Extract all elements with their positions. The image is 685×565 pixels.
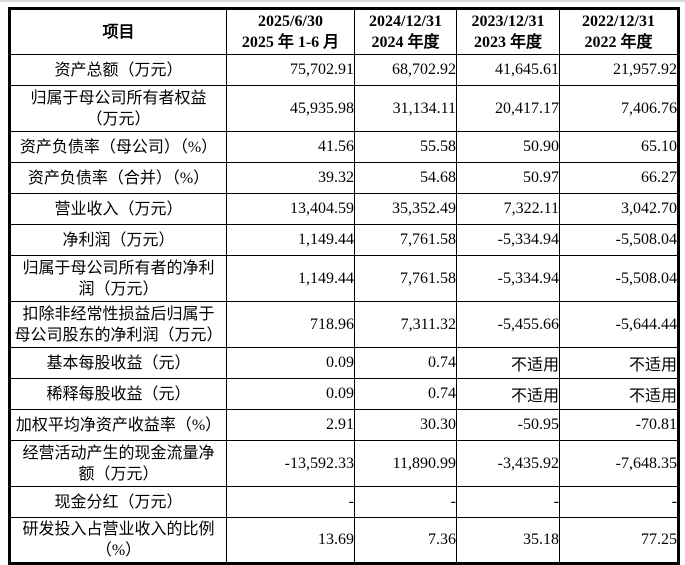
cell-value: 0.09 xyxy=(226,347,355,379)
cell-value: -5,508.04 xyxy=(559,255,679,302)
cell-value: - xyxy=(456,486,560,518)
row-label: 研发投入占营业收入的比例 （%） xyxy=(9,517,227,564)
row-label: 归属于母公司所有者权益 （万元） xyxy=(9,85,227,132)
table-row-diluted-eps: 稀释每股收益（元） 0.09 0.74 不适用 不适用 xyxy=(9,378,679,410)
table-row-parent-equity: 归属于母公司所有者权益 （万元） 45,935.98 31,134.11 20,… xyxy=(9,85,679,132)
cell-value: 65.10 xyxy=(559,131,679,163)
header-period-2022: 2022/12/31 2022 年度 xyxy=(559,8,679,55)
table-row-non-recurring-net-profit: 扣除非经常性损益后归属于 母公司股东的净利润（万元） 718.96 7,311.… xyxy=(9,301,679,348)
row-label: 扣除非经常性损益后归属于 母公司股东的净利润（万元） xyxy=(9,301,227,348)
table-row-total-assets: 资产总额（万元） 75,702.91 68,702.92 41,645.61 2… xyxy=(9,54,679,86)
cell-value: 7,761.58 xyxy=(354,224,457,256)
header-period-2025h1: 2025/6/30 2025 年 1-6 月 xyxy=(226,8,355,55)
cell-value: 31,134.11 xyxy=(354,85,457,132)
row-label: 基本每股收益（元） xyxy=(9,347,227,379)
cell-value: 不适用 xyxy=(559,347,679,379)
row-label: 归属于母公司所有者的净利 润（万元） xyxy=(9,255,227,302)
cell-value: 13,404.59 xyxy=(226,193,355,225)
cell-value: 7,761.58 xyxy=(354,255,457,302)
cell-value: 13.69 xyxy=(226,517,355,564)
table-row-debt-ratio-parent: 资产负债率（母公司）（%） 41.56 55.58 50.90 65.10 xyxy=(9,131,679,163)
cell-value: 35,352.49 xyxy=(354,193,457,225)
table-row-operating-cash-flow: 经营活动产生的现金流量净 额（万元） -13,592.33 11,890.99 … xyxy=(9,440,679,487)
table-row-parent-net-profit: 归属于母公司所有者的净利 润（万元） 1,149.44 7,761.58 -5,… xyxy=(9,255,679,302)
cell-value: -5,455.66 xyxy=(456,301,560,348)
cell-value: 50.97 xyxy=(456,162,560,194)
cell-value: -50.95 xyxy=(456,409,560,441)
row-label: 营业收入（万元） xyxy=(9,193,227,225)
row-label: 现金分红（万元） xyxy=(9,486,227,518)
cell-value: 2.91 xyxy=(226,409,355,441)
cell-value: 20,417.17 xyxy=(456,85,560,132)
cell-value: -70.81 xyxy=(559,409,679,441)
financial-summary-table: 项目 2025/6/30 2025 年 1-6 月 2024/12/31 202… xyxy=(8,7,680,565)
cell-value: -3,435.92 xyxy=(456,440,560,487)
cell-value: -5,334.94 xyxy=(456,255,560,302)
cell-value: 7,322.11 xyxy=(456,193,560,225)
table-row-revenue: 营业收入（万元） 13,404.59 35,352.49 7,322.11 3,… xyxy=(9,193,679,225)
cell-value: 39.32 xyxy=(226,162,355,194)
header-period-2024: 2024/12/31 2024 年度 xyxy=(354,8,457,55)
cell-value: 718.96 xyxy=(226,301,355,348)
cell-value: 45,935.98 xyxy=(226,85,355,132)
cell-value: -5,334.94 xyxy=(456,224,560,256)
table-row-debt-ratio-consolidated: 资产负债率（合并）（%） 39.32 54.68 50.97 66.27 xyxy=(9,162,679,194)
cell-value: - xyxy=(226,486,355,518)
cell-value: 66.27 xyxy=(559,162,679,194)
cell-value: 41.56 xyxy=(226,131,355,163)
cell-value: 41,645.61 xyxy=(456,54,560,86)
cell-value: 0.74 xyxy=(354,347,457,379)
table-header-row: 项目 2025/6/30 2025 年 1-6 月 2024/12/31 202… xyxy=(9,8,679,55)
cell-value: 不适用 xyxy=(559,378,679,410)
cell-value: 30.30 xyxy=(354,409,457,441)
cell-value: 0.09 xyxy=(226,378,355,410)
cell-value: 54.68 xyxy=(354,162,457,194)
row-label: 加权平均净资产收益率（%） xyxy=(9,409,227,441)
table-row-weighted-roe: 加权平均净资产收益率（%） 2.91 30.30 -50.95 -70.81 xyxy=(9,409,679,441)
cell-value: 不适用 xyxy=(456,347,560,379)
table-row-cash-dividend: 现金分红（万元） - - - - xyxy=(9,486,679,518)
cell-value: 68,702.92 xyxy=(354,54,457,86)
cell-value: 75,702.91 xyxy=(226,54,355,86)
row-label: 资产负债率（母公司）（%） xyxy=(9,131,227,163)
row-label: 经营活动产生的现金流量净 额（万元） xyxy=(9,440,227,487)
cell-value: 7,311.32 xyxy=(354,301,457,348)
cell-value: 不适用 xyxy=(456,378,560,410)
header-period-2023: 2023/12/31 2023 年度 xyxy=(456,8,560,55)
cell-value: 1,149.44 xyxy=(226,255,355,302)
row-label: 资产总额（万元） xyxy=(9,54,227,86)
cell-value: -13,592.33 xyxy=(226,440,355,487)
cell-value: 3,042.70 xyxy=(559,193,679,225)
cell-value: 7,406.76 xyxy=(559,85,679,132)
table-row-basic-eps: 基本每股收益（元） 0.09 0.74 不适用 不适用 xyxy=(9,347,679,379)
row-label: 资产负债率（合并）（%） xyxy=(9,162,227,194)
table-row-net-profit: 净利润（万元） 1,149.44 7,761.58 -5,334.94 -5,5… xyxy=(9,224,679,256)
cell-value: 21,957.92 xyxy=(559,54,679,86)
cell-value: -5,644.44 xyxy=(559,301,679,348)
cell-value: - xyxy=(559,486,679,518)
cell-value: 50.90 xyxy=(456,131,560,163)
cell-value: -5,508.04 xyxy=(559,224,679,256)
cell-value: 55.58 xyxy=(354,131,457,163)
page-top-divider xyxy=(0,0,685,2)
cell-value: 77.25 xyxy=(559,517,679,564)
row-label: 稀释每股收益（元） xyxy=(9,378,227,410)
cell-value: 7.36 xyxy=(354,517,457,564)
cell-value: 11,890.99 xyxy=(354,440,457,487)
cell-value: - xyxy=(354,486,457,518)
cell-value: 0.74 xyxy=(354,378,457,410)
cell-value: 35.18 xyxy=(456,517,560,564)
cell-value: -7,648.35 xyxy=(559,440,679,487)
cell-value: 1,149.44 xyxy=(226,224,355,256)
table-row-rd-revenue-ratio: 研发投入占营业收入的比例 （%） 13.69 7.36 35.18 77.25 xyxy=(9,517,679,564)
header-item-column: 项目 xyxy=(9,8,227,55)
row-label: 净利润（万元） xyxy=(9,224,227,256)
